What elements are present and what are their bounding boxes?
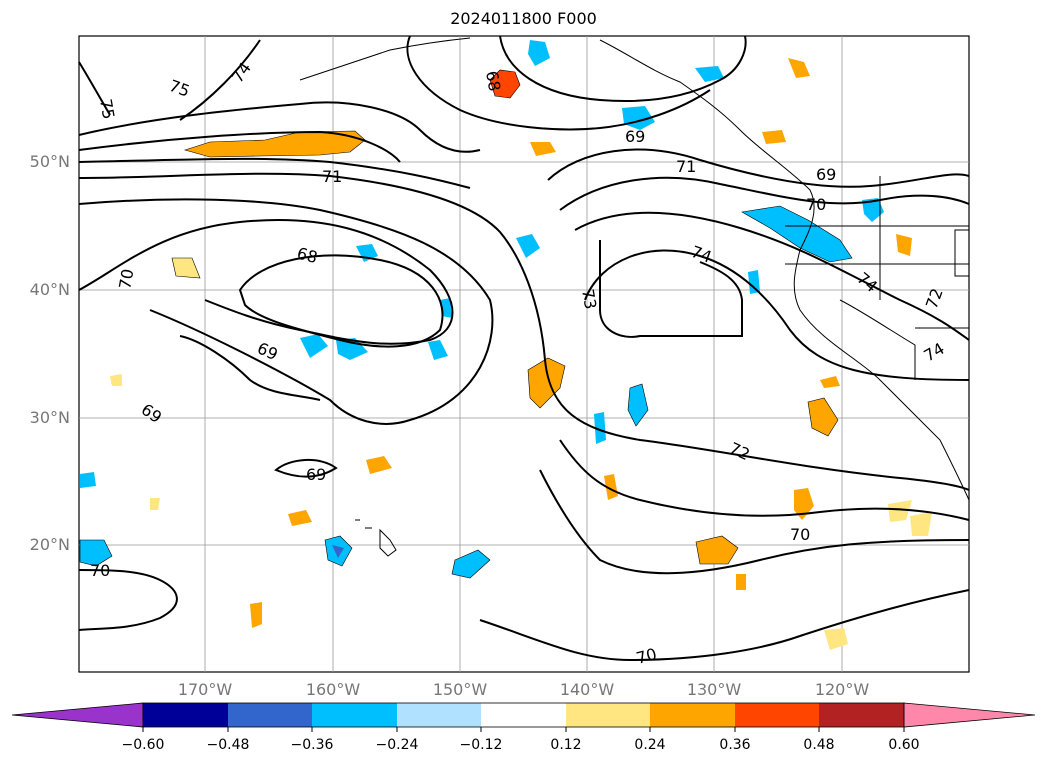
contour-label: 70 xyxy=(90,561,110,580)
contour-label: 73 xyxy=(578,287,600,310)
colorbar-tick: −0.12 xyxy=(459,737,503,753)
lon-label-130w: 130°W xyxy=(686,680,742,699)
colorbar-tick: 0.36 xyxy=(719,737,751,753)
lon-label-140w: 140°W xyxy=(559,680,615,699)
colorbar-tick: 0.48 xyxy=(803,737,835,753)
contour-label: 69 xyxy=(816,165,836,184)
shaded-fields xyxy=(79,40,932,650)
colorbar-tick: 0.60 xyxy=(888,737,920,753)
contour-label: 70 xyxy=(790,525,810,544)
lon-label-150w: 150°W xyxy=(432,680,488,699)
lon-label-160w: 160°W xyxy=(305,680,361,699)
lat-label-30n: 30°N xyxy=(29,408,70,427)
lon-label-120w: 120°W xyxy=(814,680,870,699)
contour-label: 70 xyxy=(634,644,659,668)
lat-label-20n: 20°N xyxy=(29,535,70,554)
contour-label: 71 xyxy=(676,157,696,176)
colorbar-tick: −0.36 xyxy=(290,737,334,753)
map-title: 2024011800 F000 xyxy=(450,9,597,28)
colorbar-tick: 0.24 xyxy=(634,737,666,753)
contour-label: 70 xyxy=(115,267,137,290)
colorbar-tick: 0.12 xyxy=(550,737,582,753)
map-frame xyxy=(78,35,970,673)
colorbar-tick: −0.48 xyxy=(206,737,250,753)
colorbar-tick: −0.60 xyxy=(121,737,165,753)
coastlines xyxy=(299,37,970,557)
contour-label: 69 xyxy=(306,465,326,484)
lat-label-40n: 40°N xyxy=(29,280,70,299)
contour-label: 68 xyxy=(295,244,320,268)
contour-label: 71 xyxy=(322,167,342,186)
contour-lines xyxy=(78,35,970,662)
contour-label: 75 xyxy=(96,97,118,120)
colorbar-tick: −0.24 xyxy=(375,737,419,753)
contour-label: 68 xyxy=(482,69,504,92)
contour-label: 70 xyxy=(806,195,826,214)
contour-label: 69 xyxy=(625,127,645,146)
lat-label-50n: 50°N xyxy=(29,152,70,171)
lon-label-170w: 170°W xyxy=(177,680,233,699)
colorbar xyxy=(11,702,1036,732)
